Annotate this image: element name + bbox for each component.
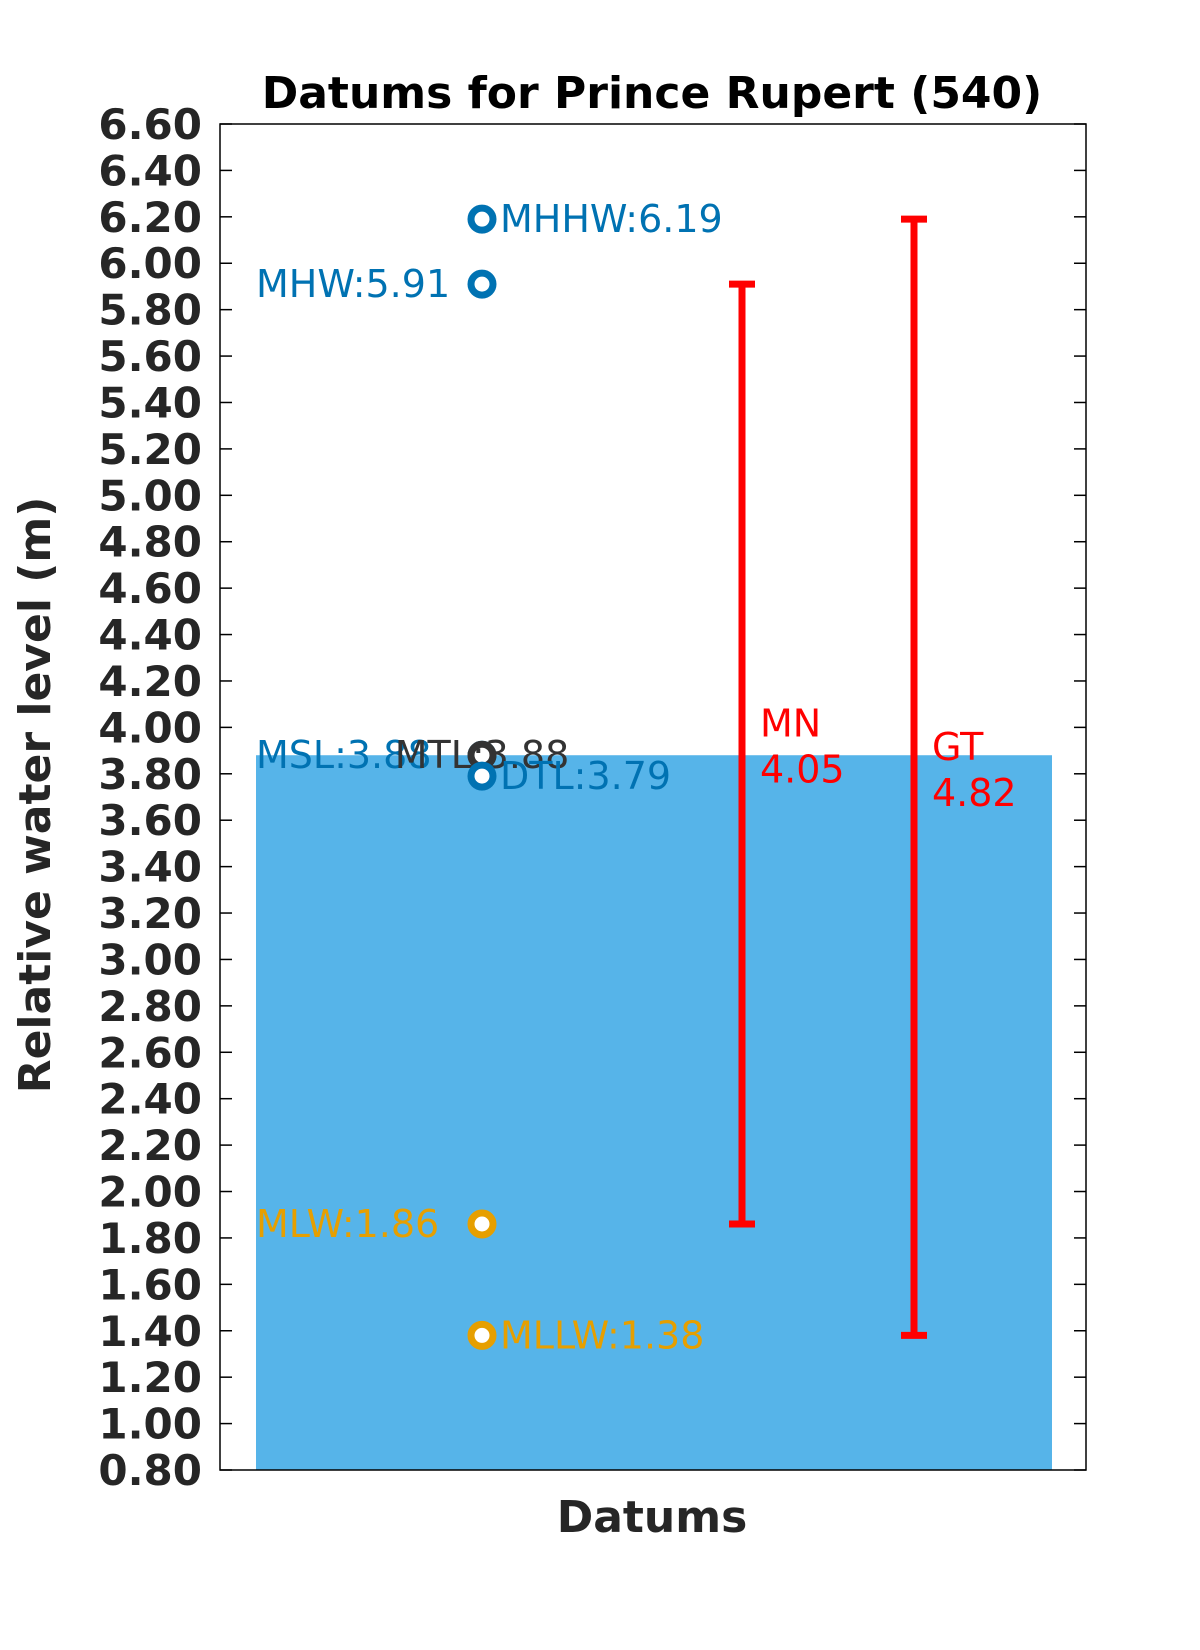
y-tick-label: 2.60 — [98, 1028, 202, 1077]
range-mn-label: MN — [760, 702, 821, 746]
y-tick-label: 3.20 — [98, 889, 202, 938]
x-axis-label: Datums — [557, 1492, 748, 1543]
datum-dtl-label: DTL:3.79 — [500, 754, 671, 798]
chart-title: Datums for Prince Rupert (540) — [262, 68, 1043, 119]
y-tick-label: 5.40 — [98, 378, 202, 427]
y-tick-label: 6.00 — [98, 239, 202, 288]
y-tick-label: 1.60 — [98, 1260, 202, 1309]
datum-msl-label: MSL:3.88 — [256, 733, 432, 777]
y-tick-label: 4.00 — [98, 703, 202, 752]
datum-mhw-marker — [467, 269, 497, 299]
y-tick-label: 3.80 — [98, 750, 202, 799]
y-tick-label: 6.20 — [98, 193, 202, 242]
y-tick-label: 5.60 — [98, 332, 202, 381]
y-tick-label: 3.60 — [98, 796, 202, 845]
y-tick-label: 1.80 — [98, 1214, 202, 1263]
datum-mhhw-marker — [467, 204, 497, 234]
y-tick-label: 0.80 — [98, 1446, 202, 1495]
y-tick-label: 2.40 — [98, 1075, 202, 1124]
y-tick-label: 4.40 — [98, 611, 202, 660]
range-gt-label: GT — [932, 725, 984, 769]
datum-mllw-marker — [467, 1320, 497, 1350]
y-tick-label: 5.80 — [98, 286, 202, 335]
y-tick-label: 5.00 — [98, 471, 202, 520]
y-tick-label: 6.60 — [98, 100, 202, 149]
datum-dtl-marker — [467, 761, 497, 791]
y-tick-label: 6.40 — [98, 146, 202, 195]
y-tick-label: 3.40 — [98, 843, 202, 892]
datum-mhhw-label: MHHW:6.19 — [500, 197, 723, 241]
datum-mhw-label: MHW:5.91 — [256, 262, 450, 306]
y-tick-label: 2.80 — [98, 982, 202, 1031]
msl-bar — [256, 755, 1052, 1470]
y-tick-label: 2.20 — [98, 1121, 202, 1170]
y-tick-label: 1.00 — [98, 1400, 202, 1449]
y-tick-label: 2.00 — [98, 1168, 202, 1217]
datum-mlw-marker — [467, 1209, 497, 1239]
y-tick-label: 1.20 — [98, 1353, 202, 1402]
y-axis-label: Relative water level (m) — [10, 497, 61, 1094]
axes-frame — [219, 123, 1087, 1471]
y-tick-label: 4.20 — [98, 657, 202, 706]
y-tick-label: 3.00 — [98, 935, 202, 984]
datum-mlw-label: MLW:1.86 — [256, 1202, 439, 1246]
range-mn-value: 4.05 — [760, 748, 845, 792]
y-tick-label: 1.40 — [98, 1307, 202, 1356]
y-tick-label: 5.20 — [98, 425, 202, 474]
y-tick-label: 4.60 — [98, 564, 202, 613]
datum-mllw-label: MLLW:1.38 — [500, 1313, 704, 1357]
y-tick-label: 4.80 — [98, 518, 202, 567]
range-gt-value: 4.82 — [932, 771, 1017, 815]
